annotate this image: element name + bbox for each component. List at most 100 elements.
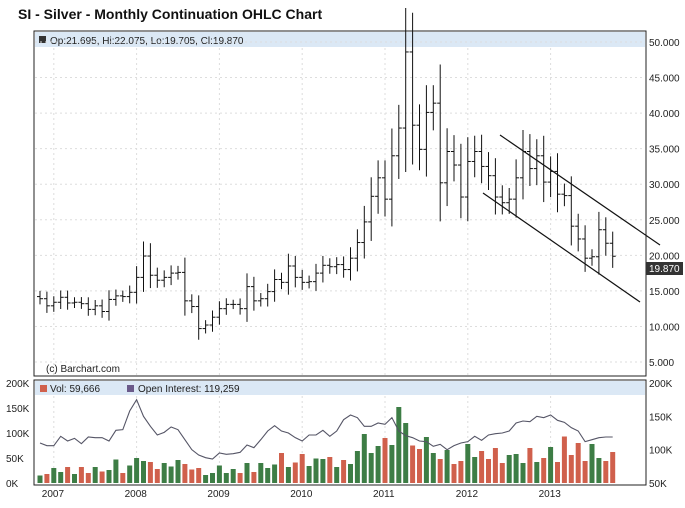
volume-bar — [603, 461, 609, 483]
volume-bar — [113, 459, 119, 483]
volume-strip — [35, 381, 645, 395]
volume-bar — [417, 449, 422, 483]
ohlc-bar — [382, 160, 388, 217]
ohlc-bar — [554, 153, 561, 213]
volume-bar — [548, 447, 554, 483]
ohlc-bar — [195, 295, 202, 340]
ohlc-bar — [485, 152, 492, 191]
ohlc-bar — [306, 275, 313, 289]
ohlc-bar — [561, 183, 568, 207]
ohlc-bar — [112, 289, 119, 306]
ohlc-bar — [223, 298, 230, 315]
volume-bar — [51, 468, 57, 483]
ohlc-bar — [589, 249, 595, 266]
volume-panel — [33, 379, 647, 486]
volume-legend-swatch — [40, 385, 47, 392]
ohlc-bar — [347, 247, 354, 281]
ohlc-bar — [244, 273, 250, 322]
price-tick-label: 10.000 — [649, 322, 680, 333]
ohlc-bar — [216, 301, 223, 325]
volume-bar — [279, 453, 284, 483]
volume-bar — [472, 457, 478, 483]
volume-bar — [189, 469, 195, 483]
volume-bar — [182, 464, 188, 483]
volume-bar — [334, 467, 340, 483]
oi-tick-label: 200K — [649, 379, 673, 390]
volume-bar — [161, 463, 167, 483]
volume-bar — [444, 450, 450, 483]
volume-bar — [541, 458, 547, 483]
volume-bar — [465, 444, 471, 483]
oi-tick-label: 150K — [649, 412, 673, 423]
volume-bar — [520, 463, 526, 483]
volume-bar — [127, 465, 133, 483]
volume-bar — [589, 444, 595, 483]
price-tick-label: 25.000 — [649, 216, 680, 227]
last-price: 19.870 — [649, 264, 680, 275]
volume-bar — [527, 448, 533, 483]
year-label: 2011 — [373, 489, 395, 500]
volume-tick-label: 200K — [6, 379, 30, 390]
year-label: 2012 — [456, 489, 479, 500]
ohlc-bar — [457, 143, 464, 219]
ohlc-bar — [499, 185, 506, 215]
volume-bar — [313, 458, 319, 483]
volume-bar — [244, 463, 250, 483]
ohlc-bar — [140, 241, 147, 292]
volume-bar — [341, 460, 347, 483]
ohlc-bar — [444, 128, 451, 207]
volume-tick-label: 0K — [6, 479, 19, 490]
volume-bar — [237, 473, 243, 483]
ohlc-bar — [285, 253, 292, 295]
ohlc-bar — [340, 256, 347, 278]
oi-tick-label: 100K — [649, 446, 673, 457]
price-tick-label: 30.000 — [649, 180, 680, 191]
ohlc-bar — [513, 159, 520, 218]
volume-bar — [175, 460, 181, 483]
price-tick-label: 40.000 — [649, 109, 680, 120]
volume-bar — [410, 445, 416, 483]
ohlc-bar — [161, 270, 168, 288]
volume-bar — [375, 446, 381, 483]
ohlc-bar — [568, 176, 575, 246]
volume-bar — [561, 436, 567, 483]
year-label: 2007 — [42, 489, 65, 500]
volume-bar — [106, 470, 112, 483]
ohlc-bar — [602, 217, 609, 256]
volume-bar — [513, 454, 519, 483]
oi-label: Open Interest: 119,259 — [138, 384, 240, 395]
volume-bar — [403, 423, 409, 483]
volume-bar — [230, 469, 236, 483]
ohlc-bar — [43, 291, 50, 313]
ohlc-bar — [526, 134, 533, 186]
volume-bar — [458, 461, 464, 483]
volume-bar — [44, 474, 50, 483]
volume-bar — [506, 455, 512, 483]
ohlc-bar — [471, 135, 478, 178]
volume-tick-label: 50K — [6, 454, 24, 465]
year-label: 2013 — [539, 489, 562, 500]
volume-bar — [382, 438, 388, 483]
volume-bar — [479, 451, 485, 483]
volume-bar — [327, 457, 333, 483]
ohlc-bar — [106, 290, 112, 321]
volume-bar — [430, 453, 436, 483]
volume-bar — [568, 455, 574, 483]
ohlc-bar — [292, 256, 299, 288]
volume-bar — [534, 462, 540, 483]
year-label: 2008 — [125, 489, 148, 500]
price-tick-label: 15.000 — [649, 287, 680, 298]
volume-bar — [168, 466, 174, 483]
volume-bar — [437, 459, 443, 483]
volume-bar — [65, 467, 71, 483]
year-label: 2010 — [290, 489, 313, 500]
volume-bar — [196, 468, 202, 483]
volume-bar — [141, 461, 146, 483]
volume-bar — [203, 475, 209, 483]
ohlc-bar — [402, 8, 409, 172]
ohlc-bar — [119, 290, 126, 302]
last-price-tag — [646, 262, 683, 275]
volume-bar — [451, 464, 457, 483]
price-tick-label: 5.000 — [649, 358, 674, 369]
volume-bar — [272, 464, 278, 483]
